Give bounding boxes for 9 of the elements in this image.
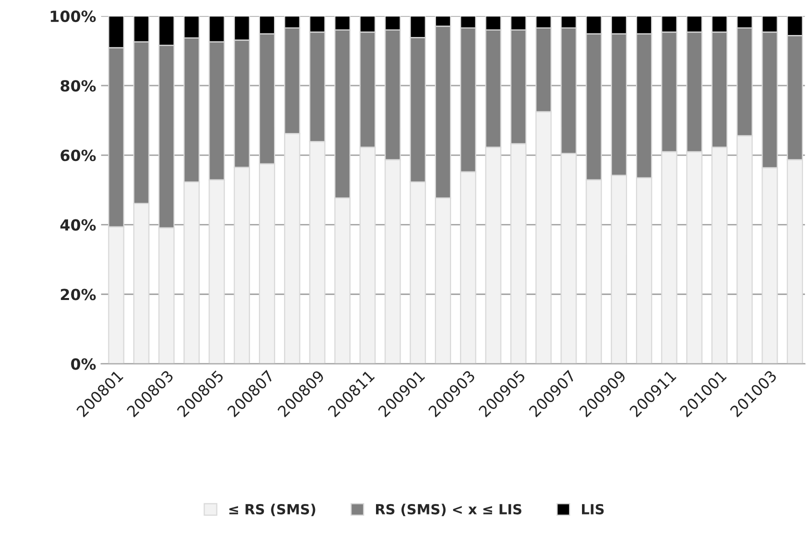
legend-label: LIS (582, 504, 604, 514)
y-tick-label: 100% (50, 10, 96, 22)
y-tick-label: 0% (71, 358, 96, 370)
y-tick-label: 40% (60, 219, 96, 231)
legend-label: RS (SMS) < x ≤ LIS (376, 504, 522, 516)
y-tick-label: 60% (60, 150, 96, 162)
y-tick-label: 20% (60, 288, 96, 300)
y-tick-label: 80% (60, 80, 96, 92)
legend-label: ≤ RS (SMS) (229, 504, 316, 516)
